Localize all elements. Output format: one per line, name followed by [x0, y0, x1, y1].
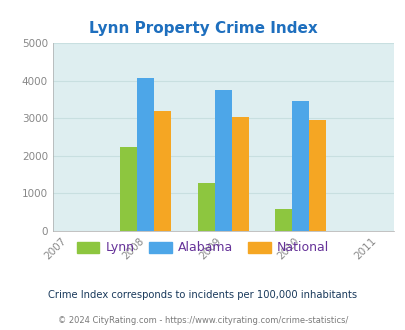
Bar — [309, 120, 326, 231]
Bar — [120, 147, 137, 231]
Bar — [154, 111, 171, 231]
Legend: Lynn, Alabama, National: Lynn, Alabama, National — [71, 236, 334, 259]
Bar — [231, 116, 248, 231]
Bar — [292, 101, 309, 231]
Bar — [137, 78, 154, 231]
Text: © 2024 CityRating.com - https://www.cityrating.com/crime-statistics/: © 2024 CityRating.com - https://www.city… — [58, 316, 347, 325]
Bar — [197, 183, 214, 231]
Bar — [275, 209, 292, 231]
Text: Lynn Property Crime Index: Lynn Property Crime Index — [88, 21, 317, 36]
Bar — [214, 89, 231, 231]
Text: Crime Index corresponds to incidents per 100,000 inhabitants: Crime Index corresponds to incidents per… — [48, 290, 357, 300]
